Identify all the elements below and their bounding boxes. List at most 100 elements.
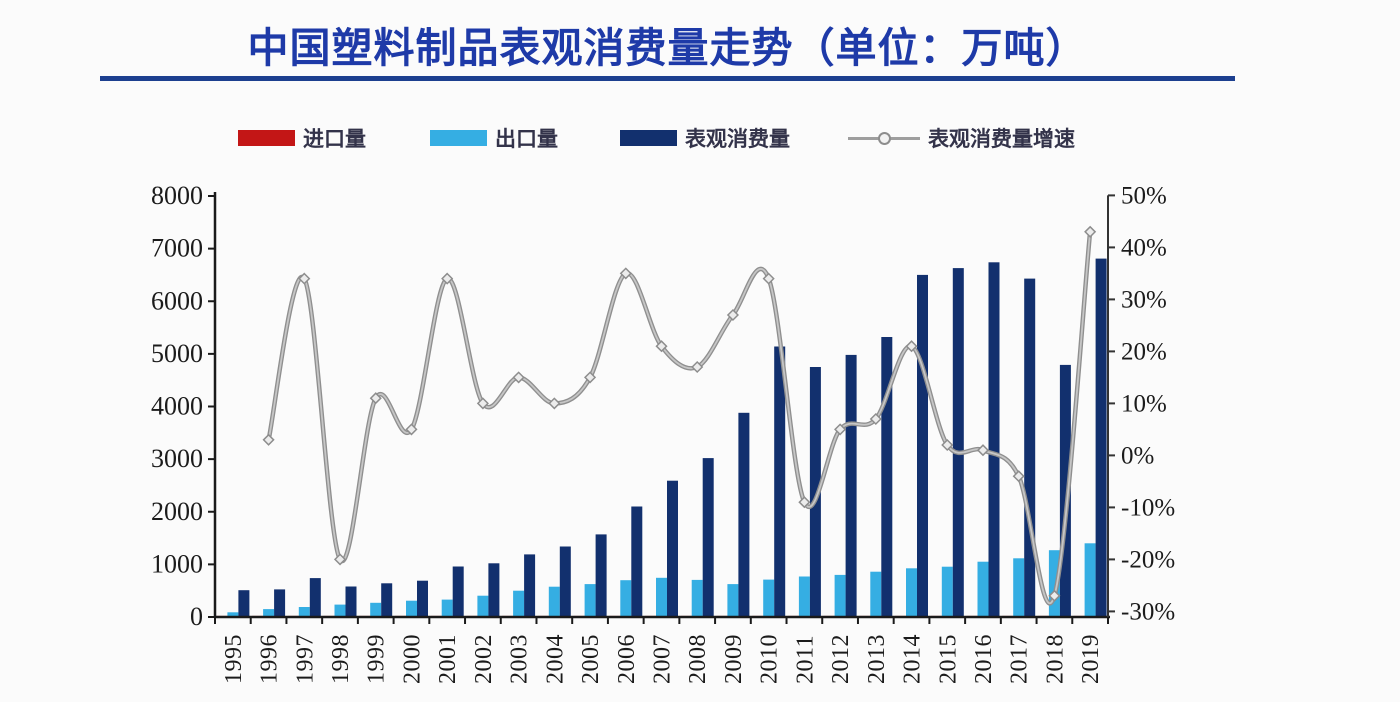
growth-marker-2017 bbox=[1012, 470, 1025, 483]
left-tick-label: 3000 bbox=[151, 444, 203, 473]
x-label-1999: 1999 bbox=[364, 634, 390, 684]
growth-marker-2012 bbox=[834, 423, 847, 436]
x-label-2003: 2003 bbox=[507, 634, 533, 684]
bar-export-2013 bbox=[870, 571, 882, 617]
growth-marker-2010 bbox=[762, 272, 775, 285]
bar-export-2011 bbox=[798, 576, 810, 617]
bar-export-2007 bbox=[656, 577, 667, 617]
growth-marker-2011 bbox=[798, 496, 811, 509]
left-tick-label: 0 bbox=[190, 602, 203, 631]
x-label-2019: 2019 bbox=[1078, 634, 1104, 684]
left-tick-label: 2000 bbox=[151, 497, 203, 526]
bar-export-2016 bbox=[977, 561, 989, 617]
left-tick-label: 7000 bbox=[151, 234, 203, 263]
growth-marker-2003 bbox=[512, 371, 525, 384]
chart-title: 中国塑料制品表观消费量走势（单位：万吨） bbox=[247, 25, 1088, 71]
left-tick-label: 6000 bbox=[151, 286, 203, 315]
bar-consumption-2005 bbox=[595, 534, 607, 617]
bar-export-2010 bbox=[763, 579, 775, 617]
bar-consumption-2014 bbox=[917, 274, 928, 617]
x-label-1997: 1997 bbox=[292, 634, 318, 684]
bar-export-2005 bbox=[584, 584, 596, 617]
right-tick-label: 20% bbox=[1121, 338, 1167, 365]
growth-marker-2019 bbox=[1084, 225, 1097, 238]
growth-marker-2015 bbox=[941, 438, 954, 452]
bar-consumption-2000 bbox=[417, 580, 428, 617]
bar-export-2015 bbox=[941, 566, 953, 617]
x-label-2016: 2016 bbox=[971, 634, 997, 684]
x-label-2000: 2000 bbox=[399, 634, 425, 684]
bar-consumption-1995 bbox=[238, 590, 250, 617]
bar-consumption-1996 bbox=[274, 589, 286, 617]
left-tick-label: 4000 bbox=[151, 392, 203, 421]
bar-consumption-2006 bbox=[631, 506, 643, 617]
title-underline bbox=[100, 76, 1235, 81]
right-tick-label: 10% bbox=[1121, 390, 1167, 417]
x-label-1996: 1996 bbox=[257, 634, 283, 684]
right-tick-label: 30% bbox=[1121, 286, 1167, 313]
bar-consumption-1998 bbox=[345, 586, 357, 617]
bar-consumption-2008 bbox=[702, 458, 714, 617]
right-tick-label: -10% bbox=[1121, 494, 1175, 521]
x-label-2013: 2013 bbox=[864, 634, 890, 684]
bar-consumption-1997 bbox=[309, 578, 321, 617]
bar-export-1999 bbox=[370, 602, 382, 617]
growth-marker-2000 bbox=[405, 423, 418, 436]
growth-line bbox=[266, 229, 1093, 606]
bar-consumption-2018 bbox=[1059, 364, 1071, 617]
bar-export-2006 bbox=[620, 580, 632, 617]
x-label-2018: 2018 bbox=[1042, 634, 1068, 684]
bar-export-2003 bbox=[513, 590, 525, 617]
growth-marker-1999 bbox=[369, 392, 382, 405]
x-label-2017: 2017 bbox=[1007, 634, 1033, 684]
growth-marker-2001 bbox=[441, 272, 454, 285]
x-label-2007: 2007 bbox=[650, 634, 676, 684]
bar-consumption-2009 bbox=[738, 412, 750, 617]
bar-export-2009 bbox=[727, 584, 739, 617]
right-tick-label: 40% bbox=[1121, 234, 1167, 261]
bar-consumption-2007 bbox=[667, 480, 678, 617]
left-tick-label: 8000 bbox=[151, 181, 203, 210]
x-label-2010: 2010 bbox=[757, 634, 783, 684]
growth-marker-2005 bbox=[583, 371, 597, 384]
bar-export-2014 bbox=[906, 568, 917, 617]
x-label-1995: 1995 bbox=[221, 634, 247, 684]
x-label-2004: 2004 bbox=[542, 634, 568, 684]
bar-export-1998 bbox=[334, 604, 346, 617]
growth-marker-1997 bbox=[298, 272, 311, 285]
bar-export-2000 bbox=[406, 600, 417, 617]
bar-export-2018 bbox=[1048, 550, 1060, 617]
bar-export-2008 bbox=[691, 579, 703, 617]
bar-consumption-1999 bbox=[381, 583, 393, 617]
bar-export-2002 bbox=[477, 595, 489, 617]
bar-export-2017 bbox=[1013, 558, 1025, 617]
growth-marker-2016 bbox=[976, 444, 990, 457]
growth-marker-2018 bbox=[1048, 589, 1061, 602]
bar-export-1997 bbox=[298, 607, 310, 617]
x-label-2009: 2009 bbox=[721, 634, 747, 684]
bar-export-1996 bbox=[263, 609, 275, 617]
bar-export-2012 bbox=[834, 574, 846, 617]
left-tick-label: 5000 bbox=[151, 339, 203, 368]
bar-export-2001 bbox=[441, 599, 453, 617]
growth-marker-2007 bbox=[655, 340, 668, 353]
growth-marker-2008 bbox=[691, 360, 704, 374]
x-label-1998: 1998 bbox=[328, 634, 354, 684]
left-tick-label: 1000 bbox=[151, 549, 203, 578]
bar-consumption-2013 bbox=[881, 337, 893, 617]
growth-marker-2004 bbox=[548, 397, 561, 410]
x-label-2001: 2001 bbox=[435, 634, 461, 684]
bar-consumption-2010 bbox=[774, 346, 786, 617]
bar-consumption-2019 bbox=[1095, 258, 1107, 617]
x-label-2012: 2012 bbox=[828, 634, 854, 684]
growth-marker-2014 bbox=[905, 340, 918, 353]
x-label-2002: 2002 bbox=[471, 634, 497, 684]
right-tick-label: 50% bbox=[1121, 182, 1167, 209]
x-label-2015: 2015 bbox=[935, 634, 961, 684]
growth-marker-2006 bbox=[619, 267, 632, 280]
bar-export-1995 bbox=[227, 612, 239, 617]
bar-consumption-2012 bbox=[845, 354, 857, 617]
growth-marker-1996 bbox=[262, 433, 275, 446]
right-tick-label: -20% bbox=[1121, 546, 1175, 573]
